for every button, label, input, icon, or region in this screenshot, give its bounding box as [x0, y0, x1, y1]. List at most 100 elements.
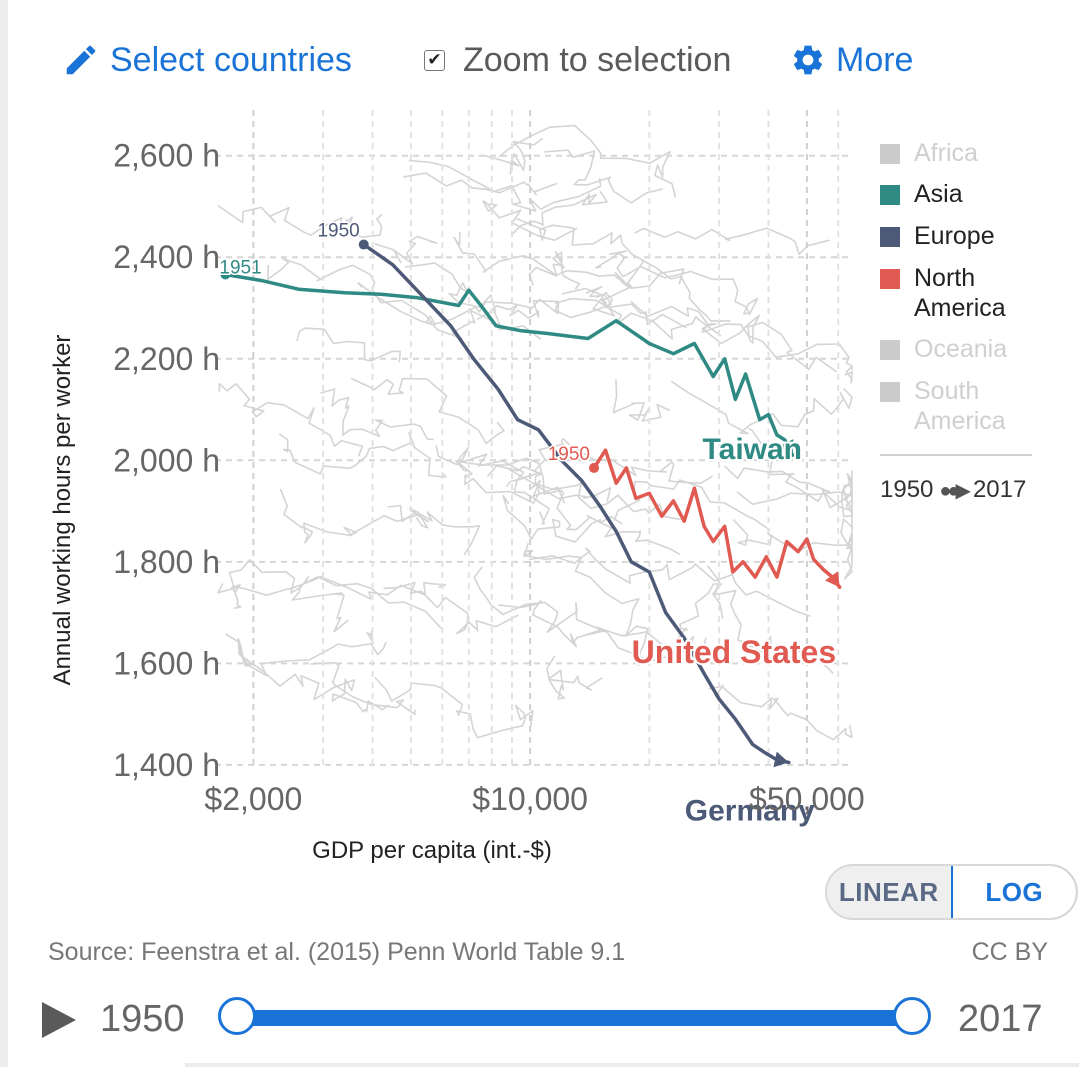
chart-grid: [215, 110, 852, 770]
timeline-start-label: 1950: [100, 998, 185, 1040]
timespan-end: 2017: [972, 476, 1027, 503]
background-country-line: [498, 124, 677, 198]
background-country-line: [613, 479, 771, 532]
background-country-line: [291, 586, 349, 633]
series-name-label: United States: [632, 634, 836, 670]
chart-ticks: 1,400 h 1,600 h 1,800 h 2,000 h 2,200 h 2,400…: [113, 138, 864, 817]
background-country-line: [310, 661, 416, 716]
background-country-line: [374, 235, 438, 265]
zoom-checkbox[interactable]: ✔: [424, 49, 445, 71]
zoom-to-selection-toggle[interactable]: ✔ Zoom to selection: [424, 32, 731, 88]
background-country-line: [505, 477, 612, 502]
legend-swatch: [880, 185, 900, 205]
timespan-start: 1950: [880, 476, 934, 503]
x-tick-label: $10,000: [472, 781, 588, 817]
background-country-line: [634, 227, 830, 255]
legend-timespan: 1950 ●●▶ 2017: [880, 476, 1026, 504]
axis-scale-toggle: LINEAR LOG: [825, 864, 1078, 920]
gear-icon: [793, 45, 823, 75]
select-countries-button[interactable]: Select countries: [62, 32, 352, 88]
series-end-arrow: [779, 439, 794, 456]
x-axis-label: GDP per capita (int.-$): [312, 837, 552, 864]
y-tick-label: 1,400 h: [113, 747, 220, 783]
legend-swatch: [880, 144, 900, 164]
legend-label: Oceania: [914, 335, 1008, 363]
background-country-line: [350, 377, 505, 445]
checkmark-icon: ✔: [427, 50, 442, 69]
legend-item-asia[interactable]: Asia: [880, 179, 963, 209]
chart-series: 1951 Taiwan 1950 Germany 1950 United States: [218, 219, 842, 829]
legend-item-africa[interactable]: Africa: [880, 138, 978, 168]
series-line-taiwan[interactable]: [223, 272, 795, 457]
background-country-line: [403, 172, 558, 196]
timespan-arrow-icon: ●●▶: [939, 479, 970, 502]
background-country-line: [706, 565, 834, 674]
background-country-line: [546, 655, 603, 700]
background-country-line: [528, 547, 811, 617]
legend-swatch: [880, 269, 900, 289]
background-country-line: [523, 542, 649, 666]
series-start-year-label: 1950: [548, 444, 590, 465]
legend-label: Asia: [914, 180, 963, 208]
source-note: Source: Feenstra et al. (2015) Penn Worl…: [48, 938, 626, 966]
y-tick-label: 1,600 h: [113, 645, 220, 681]
zoom-to-selection-label: Zoom to selection: [463, 40, 732, 79]
background-country-line: [320, 388, 434, 441]
background-country-line: [630, 300, 838, 373]
background-country-line: [487, 464, 566, 504]
background-country-line: [296, 327, 401, 363]
background-country-line: [408, 159, 602, 212]
series-line-united-states[interactable]: [592, 448, 842, 589]
series-start-year-label: 1951: [219, 257, 261, 278]
license-link[interactable]: CC BY: [971, 938, 1048, 966]
series-name-label: Germany: [685, 794, 815, 827]
background-country-line: [267, 257, 490, 341]
legend-item-europe[interactable]: Europe: [880, 221, 995, 251]
linear-scale-button[interactable]: LINEAR: [827, 866, 951, 918]
background-country-line: [374, 676, 534, 739]
background-country-line: [736, 470, 853, 510]
timeline-start-handle[interactable]: [218, 997, 256, 1035]
legend-divider: [880, 454, 1032, 456]
timeline-end-label: 2017: [958, 998, 1043, 1040]
background-country-line: [502, 494, 623, 543]
series-start-year-label: 1950: [317, 221, 359, 242]
legend-item-south-america[interactable]: South America: [880, 376, 1030, 436]
background-country-line: [483, 137, 544, 175]
legend-item-north-america[interactable]: North America: [880, 263, 1030, 323]
legend-label: Europe: [914, 222, 995, 250]
more-button[interactable]: More: [790, 32, 913, 88]
background-country-line: [279, 488, 481, 556]
x-tick-label: $50,000: [749, 781, 865, 817]
series-start-point: [220, 269, 231, 280]
background-country-line: [217, 204, 383, 238]
series-name-label: Taiwan: [703, 433, 802, 466]
series-line-germany[interactable]: [361, 242, 791, 765]
x-tick-label: $2,000: [204, 781, 302, 817]
pencil-icon: [66, 45, 96, 75]
y-axis-label: Annual working hours per worker: [49, 335, 76, 686]
timeline-end-handle[interactable]: [893, 997, 931, 1035]
legend-item-oceania[interactable]: Oceania: [880, 334, 1007, 364]
y-tick-label: 2,200 h: [113, 341, 220, 377]
legend-label: Africa: [914, 139, 978, 167]
timeline-track[interactable]: [237, 1010, 912, 1026]
series-end-arrow: [825, 571, 840, 588]
background-country-line: [498, 599, 601, 648]
background-country-line: [595, 250, 759, 316]
background-country-line: [383, 581, 519, 635]
background-country-line: [561, 260, 645, 317]
y-tick-label: 2,600 h: [113, 138, 220, 174]
legend-label: North America: [914, 264, 1006, 322]
background-country-line: [218, 382, 364, 457]
legend-label: South America: [914, 377, 1006, 435]
log-scale-button[interactable]: LOG: [950, 866, 1076, 918]
background-country-line: [585, 286, 688, 329]
play-icon[interactable]: [42, 1002, 76, 1038]
background-country-line: [512, 190, 608, 235]
background-country-line: [387, 504, 430, 529]
background-country-line: [476, 297, 722, 340]
background-country-line: [701, 323, 853, 384]
background-country-line: [225, 630, 387, 677]
